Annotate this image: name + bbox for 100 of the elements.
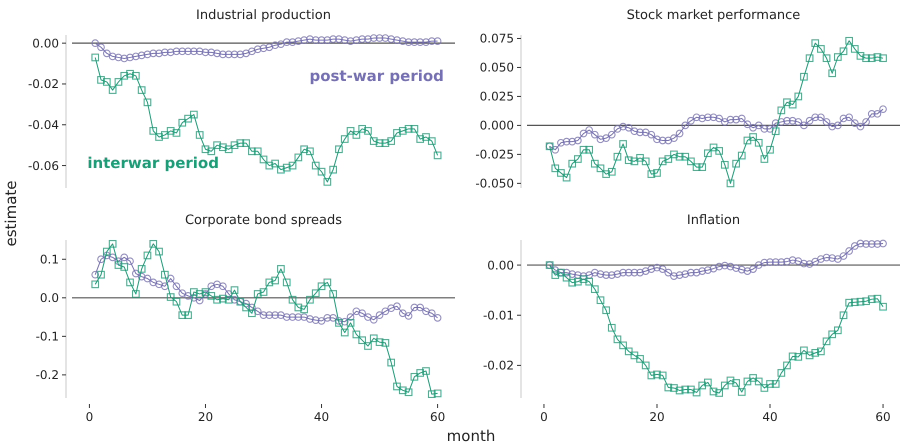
point (271, 160, 279, 168)
point (568, 278, 576, 286)
point (352, 330, 360, 338)
point (404, 388, 412, 396)
point (642, 267, 650, 275)
point (202, 48, 210, 56)
point (416, 135, 424, 143)
point (614, 270, 622, 278)
point (681, 270, 690, 278)
point (97, 76, 105, 84)
point (687, 116, 695, 125)
point (410, 124, 418, 133)
point (422, 367, 430, 375)
point (242, 300, 250, 308)
point (710, 113, 718, 122)
point (698, 382, 706, 390)
point (585, 146, 594, 154)
point (879, 54, 887, 62)
point (874, 240, 882, 248)
point (219, 282, 227, 290)
point (619, 268, 627, 276)
point (254, 290, 262, 298)
point (393, 382, 401, 390)
point (602, 271, 610, 279)
point (676, 130, 684, 138)
point (161, 48, 169, 56)
point (277, 311, 285, 319)
point (294, 304, 302, 312)
point (800, 72, 808, 81)
point (766, 125, 774, 133)
point (642, 128, 650, 136)
point (720, 382, 729, 390)
point (760, 155, 768, 163)
point (352, 131, 360, 139)
point (676, 152, 684, 161)
point (149, 50, 158, 58)
point (393, 129, 401, 137)
point (300, 36, 308, 44)
point (574, 136, 582, 144)
point (346, 37, 354, 45)
point (184, 311, 192, 319)
point (213, 141, 221, 150)
point (364, 342, 372, 350)
point (120, 54, 128, 62)
point (698, 267, 706, 275)
point (138, 272, 146, 280)
point (840, 252, 848, 260)
point (715, 262, 723, 270)
point (653, 370, 661, 378)
point (794, 353, 802, 361)
point (190, 294, 198, 302)
point (230, 286, 238, 294)
point (647, 170, 656, 178)
y-tick-label: -0.2 (36, 368, 59, 382)
point (161, 131, 169, 139)
point (166, 127, 174, 135)
point (862, 240, 870, 248)
point (658, 136, 666, 144)
point (382, 339, 390, 347)
point (120, 263, 128, 271)
y-tick-label: 0.0 (40, 291, 59, 306)
point (551, 146, 560, 154)
x-tick-label: 40 (314, 410, 330, 424)
point (862, 54, 870, 62)
point (698, 114, 706, 122)
point (794, 118, 802, 126)
point (265, 278, 274, 286)
point (242, 304, 250, 312)
point (580, 146, 588, 154)
point (184, 47, 192, 56)
point (376, 338, 384, 346)
point (294, 313, 302, 321)
point (132, 270, 140, 278)
point (410, 38, 418, 46)
point (766, 380, 774, 388)
point (868, 54, 876, 62)
point (585, 126, 594, 134)
point (178, 289, 186, 298)
point (619, 122, 627, 130)
point (364, 313, 372, 321)
point (230, 141, 238, 150)
point (715, 114, 723, 122)
point (364, 127, 372, 135)
point (126, 54, 134, 62)
point (726, 180, 734, 188)
point (178, 118, 186, 127)
point (744, 267, 752, 275)
point (202, 145, 210, 154)
point (642, 362, 650, 370)
point (874, 294, 882, 303)
point (230, 50, 238, 58)
point (184, 292, 192, 300)
point (224, 145, 233, 154)
point (335, 145, 343, 154)
point (166, 293, 174, 301)
point (358, 35, 366, 43)
point (108, 86, 116, 94)
point (340, 328, 349, 336)
point (856, 298, 864, 306)
point (398, 127, 407, 135)
